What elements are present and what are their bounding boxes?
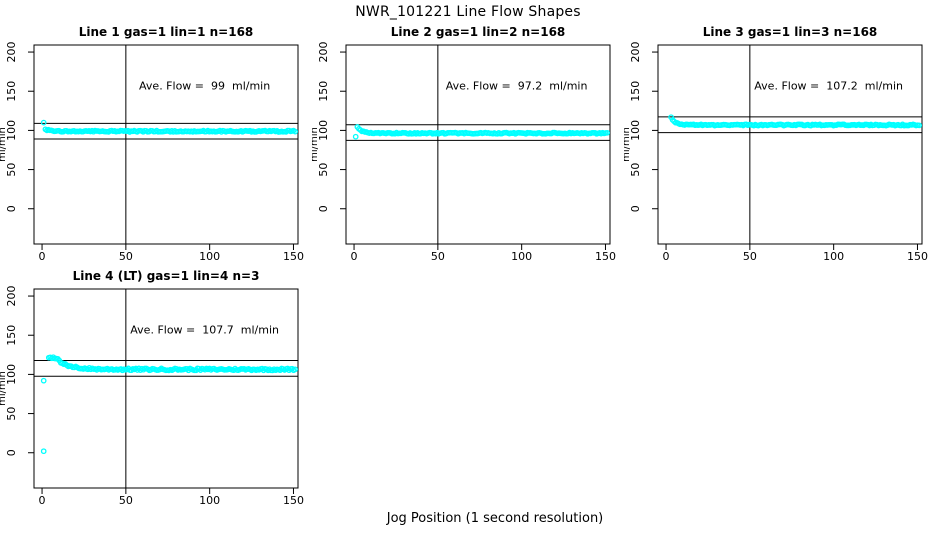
ave-flow-annotation: Ave. Flow = 107.2 ml/min — [754, 80, 903, 93]
plot-box — [33, 44, 299, 245]
flow-point — [604, 129, 611, 136]
panel-title: Line 2 gas=1 lin=2 n=168 — [391, 25, 566, 39]
x-tick-label: 50 — [119, 250, 133, 263]
line-3-chart: Line 3 gas=1 lin=3 n=168 0 50 100 150 0 50 100 1… — [624, 25, 928, 263]
y-tick-label: 150 — [629, 81, 642, 102]
line-2-chart: Line 2 gas=1 lin=2 n=168 0 50 100 150 0 50 100 1… — [312, 25, 616, 263]
y-tick-label: 100 — [5, 364, 18, 385]
x-tick-label: 0 — [351, 250, 358, 263]
x-tick-label: 0 — [663, 250, 670, 263]
flow-point — [916, 122, 923, 129]
y-tick-label: 50 — [629, 163, 642, 177]
x-tick-label: 50 — [743, 250, 757, 263]
flow-outlier-point — [40, 119, 47, 126]
panel-line-4: Line 4 (LT) gas=1 lin=4 n=3 0 50 100 150 0 50 1… — [0, 266, 312, 510]
x-tick-label: 50 — [119, 494, 133, 507]
y-tick-label: 200 — [5, 286, 18, 307]
panel-title: Line 1 gas=1 lin=1 n=168 — [79, 25, 254, 39]
x-tick-label: 0 — [39, 494, 46, 507]
x-tick-label: 0 — [39, 250, 46, 263]
x-tick-label: 150 — [907, 250, 928, 263]
plot-box — [657, 44, 923, 245]
y-tick-label: 0 — [317, 205, 330, 212]
y-tick-label: 50 — [5, 163, 18, 177]
ave-flow-annotation: Ave. Flow = 107.7 ml/min — [130, 324, 279, 337]
y-axis-title: ml/min — [0, 127, 8, 162]
y-tick-label: 150 — [317, 81, 330, 102]
y-axis-title: ml/min — [0, 371, 8, 406]
y-axis-title: ml/min — [624, 127, 632, 162]
y-tick-label: 200 — [5, 42, 18, 63]
line-4-chart: Line 4 (LT) gas=1 lin=4 n=3 0 50 100 150 0 50 1… — [0, 269, 304, 507]
ave-flow-annotation: Ave. Flow = 97.2 ml/min — [446, 80, 588, 93]
x-tick-label: 50 — [431, 250, 445, 263]
y-tick-label: 0 — [5, 205, 18, 212]
y-tick-label: 150 — [5, 81, 18, 102]
panel-title: Line 4 (LT) gas=1 lin=4 n=3 — [73, 269, 260, 283]
y-tick-label: 200 — [629, 42, 642, 63]
y-tick-label: 200 — [317, 42, 330, 63]
x-axis-label: Jog Position (1 second resolution) — [386, 511, 604, 526]
y-tick-label: 150 — [5, 325, 18, 346]
y-tick-label: 50 — [317, 163, 330, 177]
flow-outlier-point — [352, 133, 359, 140]
y-tick-label: 100 — [629, 120, 642, 141]
panel-line-3: Line 3 gas=1 lin=3 n=168 0 50 100 150 0 50 100 1… — [624, 22, 936, 266]
panel-line-2: Line 2 gas=1 lin=2 n=168 0 50 100 150 0 50 100 1… — [312, 22, 624, 266]
ave-flow-annotation: Ave. Flow = 99 ml/min — [139, 80, 270, 93]
flow-point — [292, 128, 299, 135]
y-tick-label: 0 — [629, 205, 642, 212]
panel-title: Line 3 gas=1 lin=3 n=168 — [703, 25, 878, 39]
y-axis-title: ml/min — [312, 127, 320, 162]
x-tick-label: 100 — [199, 494, 220, 507]
plot-box — [33, 288, 299, 489]
x-tick-label: 100 — [823, 250, 844, 263]
flow-outlier-point — [40, 377, 47, 384]
flow-point — [292, 366, 299, 373]
plot-box — [345, 44, 611, 245]
x-tick-label: 150 — [283, 250, 304, 263]
x-tick-label: 100 — [199, 250, 220, 263]
y-tick-label: 100 — [317, 120, 330, 141]
flow-outlier-point — [40, 448, 47, 455]
figure-title: NWR_101221 Line Flow Shapes — [355, 4, 581, 20]
y-tick-label: 0 — [5, 449, 18, 456]
y-tick-label: 50 — [5, 407, 18, 421]
x-tick-label: 100 — [511, 250, 532, 263]
x-tick-label: 150 — [595, 250, 616, 263]
line-1-chart: Line 1 gas=1 lin=1 n=168 0 50 100 150 0 50 100 1… — [0, 25, 304, 263]
panel-line-1: Line 1 gas=1 lin=1 n=168 0 50 100 150 0 50 100 1… — [0, 22, 312, 266]
y-tick-label: 100 — [5, 120, 18, 141]
x-tick-label: 150 — [283, 494, 304, 507]
